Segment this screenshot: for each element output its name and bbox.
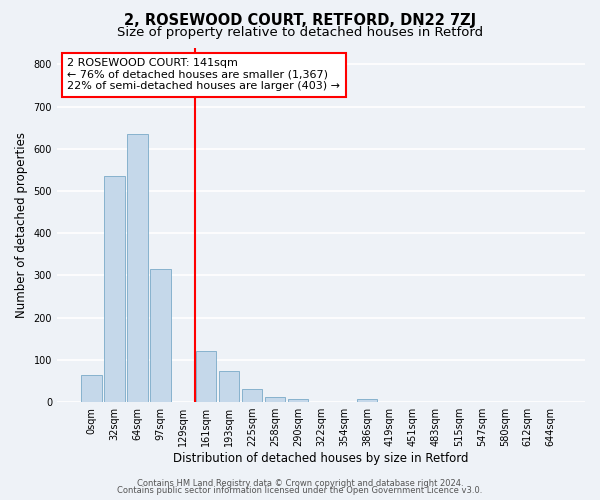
Text: Size of property relative to detached houses in Retford: Size of property relative to detached ho… xyxy=(117,26,483,39)
Bar xyxy=(127,134,148,402)
X-axis label: Distribution of detached houses by size in Retford: Distribution of detached houses by size … xyxy=(173,452,469,465)
Y-axis label: Number of detached properties: Number of detached properties xyxy=(15,132,28,318)
Bar xyxy=(150,269,170,402)
Bar xyxy=(81,374,101,402)
Bar xyxy=(356,398,377,402)
Text: Contains public sector information licensed under the Open Government Licence v3: Contains public sector information licen… xyxy=(118,486,482,495)
Bar xyxy=(265,396,286,402)
Bar xyxy=(242,388,262,402)
Bar xyxy=(104,176,125,402)
Bar xyxy=(196,352,217,402)
Text: Contains HM Land Registry data © Crown copyright and database right 2024.: Contains HM Land Registry data © Crown c… xyxy=(137,478,463,488)
Text: 2 ROSEWOOD COURT: 141sqm
← 76% of detached houses are smaller (1,367)
22% of sem: 2 ROSEWOOD COURT: 141sqm ← 76% of detach… xyxy=(67,58,340,92)
Bar xyxy=(219,372,239,402)
Text: 2, ROSEWOOD COURT, RETFORD, DN22 7ZJ: 2, ROSEWOOD COURT, RETFORD, DN22 7ZJ xyxy=(124,12,476,28)
Bar xyxy=(287,398,308,402)
